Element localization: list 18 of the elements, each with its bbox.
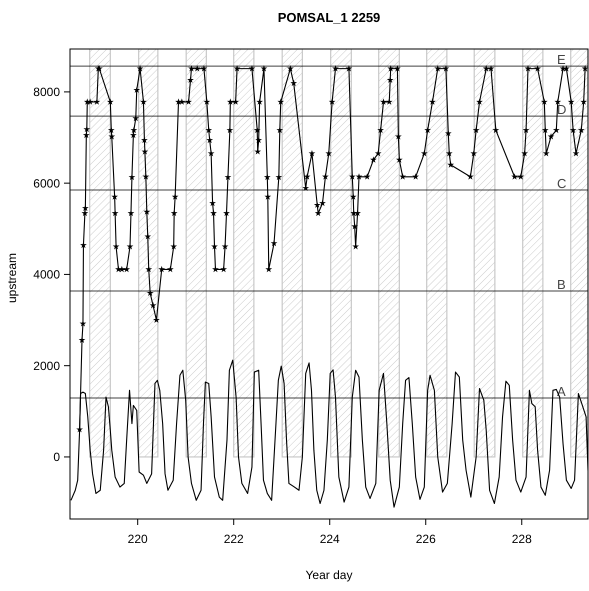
y-tick-label: 2000 (33, 358, 60, 373)
x-axis-title: Year day (306, 568, 352, 582)
ref-line-label: C (557, 176, 566, 191)
chart-title: POMSAL_1 2259 (278, 10, 380, 25)
x-tick-label: 224 (320, 532, 340, 546)
y-tick-label: 8000 (33, 85, 60, 100)
x-tick-label: 226 (416, 532, 436, 546)
y-axis-title: upstream (5, 252, 19, 304)
ref-line-label: D (557, 102, 566, 118)
y-tick-label: 0 (53, 450, 60, 464)
x-tick-label: 222 (224, 532, 244, 546)
y-tick-label: 6000 (33, 176, 60, 190)
ref-line-label: E (557, 52, 566, 68)
x-tick-label: 228 (512, 532, 532, 546)
ref-line-label: A (557, 384, 566, 399)
ref-line-label: B (557, 277, 566, 292)
y-tick-label: 4000 (33, 268, 60, 282)
x-tick-label: 220 (128, 532, 148, 546)
